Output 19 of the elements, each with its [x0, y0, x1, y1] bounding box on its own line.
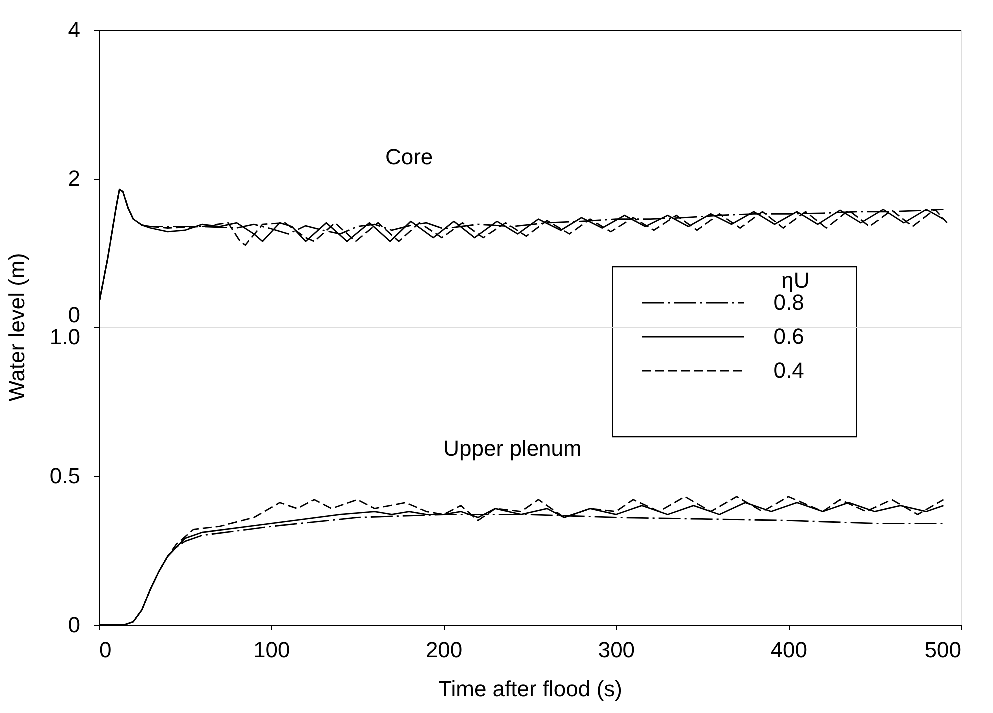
y-tick-label: 0 — [68, 612, 80, 638]
x-tick-label: 400 — [770, 638, 808, 662]
x-axis-title: Time after flood (s) — [438, 676, 622, 702]
annotation: Upper plenum — [444, 436, 582, 462]
x-tick-label: 500 — [924, 638, 962, 662]
y-tick-label: 4 — [68, 18, 80, 42]
y-tick-label: 1.0 — [50, 324, 80, 350]
x-tick-label: 200 — [426, 638, 463, 662]
y-tick-label: 0 — [68, 302, 80, 328]
y-tick-label: 2 — [68, 166, 80, 191]
x-tick-label: 300 — [598, 638, 636, 662]
x-tick-label: 0 — [100, 638, 112, 662]
legend-title: ηU — [782, 268, 810, 293]
legend-label: 0.4 — [774, 358, 804, 383]
y-axis-title: Water level (m) — [4, 253, 30, 402]
x-tick-label: 100 — [254, 638, 290, 662]
y-tick-label: 0.5 — [50, 464, 80, 488]
legend-label: 0.6 — [774, 324, 804, 349]
annotation: Core — [385, 144, 434, 170]
